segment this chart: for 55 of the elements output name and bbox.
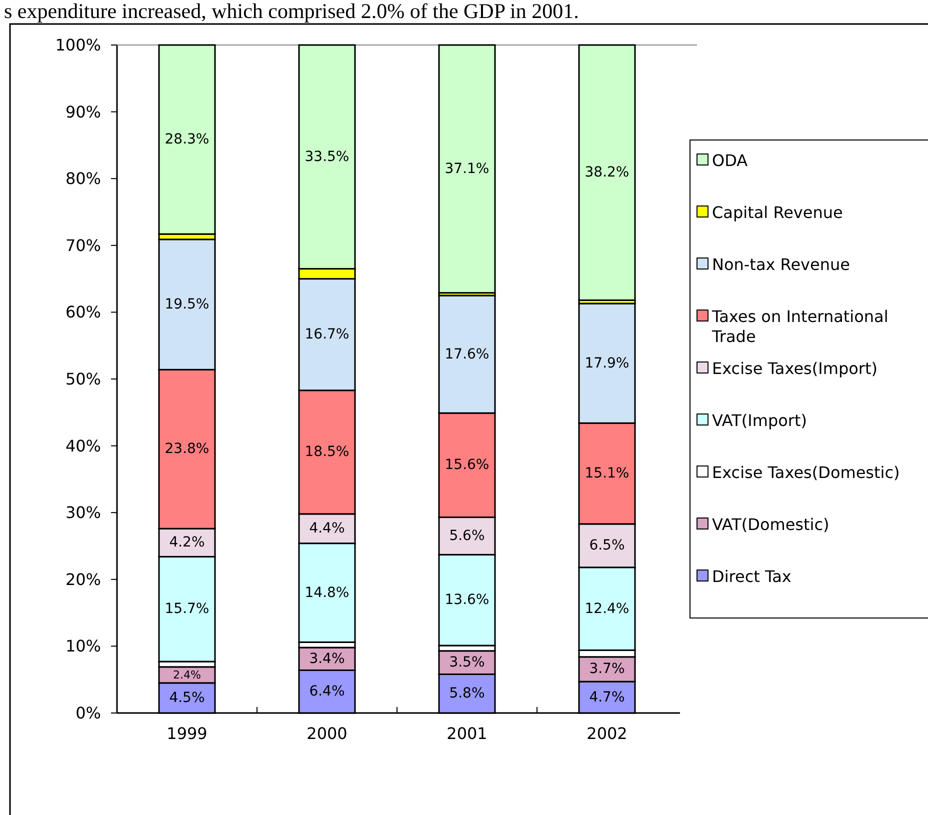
y-tick-label: 50%: [65, 370, 101, 388]
data-label: 2.4%: [173, 668, 201, 682]
data-label: 12.4%: [584, 600, 630, 617]
data-label: 19.5%: [164, 296, 210, 313]
data-label: 3.7%: [589, 661, 625, 678]
data-label: 33.5%: [304, 148, 350, 165]
data-label: 6.5%: [589, 538, 625, 554]
data-label: 4.7%: [589, 689, 625, 706]
legend-label: VAT(Import): [712, 410, 807, 430]
text: s expenditure increased, which comprised 2.0% of the GDP in 2001.: [4, 0, 579, 23]
y-tick-label: 60%: [65, 302, 101, 322]
data-label: 14.8%: [304, 584, 350, 601]
data-label: 6.4%: [309, 684, 345, 700]
legend-label: Excise Taxes(Import): [712, 358, 878, 378]
data-label: 15.1%: [584, 466, 630, 482]
data-label: 5.8%: [449, 686, 485, 702]
x-tick-label: 2000: [306, 724, 348, 743]
data-label: 15.6%: [444, 457, 490, 474]
x-tick-label: 2001: [446, 724, 488, 743]
data-label: 4.4%: [309, 520, 345, 537]
y-tick-label: 10%: [65, 636, 101, 656]
data-label: 13.6%: [444, 592, 490, 608]
legend-label: Excise Taxes(Domestic): [712, 462, 900, 482]
data-label: 18.5%: [304, 444, 350, 460]
y-tick-label: 80%: [65, 169, 101, 188]
data-label: 23.8%: [164, 441, 210, 458]
data-label: 28.3%: [164, 132, 210, 148]
x-tick-label: 1999: [166, 724, 208, 743]
y-tick-label: 30%: [65, 503, 101, 522]
y-tick-label: 70%: [65, 236, 101, 255]
data-label: 38.2%: [584, 164, 630, 181]
y-tick-label: 20%: [65, 570, 101, 589]
data-label: 3.4%: [309, 650, 345, 667]
legend-label: ODA: [712, 150, 748, 170]
data-label: 17.6%: [444, 346, 490, 362]
legend-label: Capital Revenue: [712, 202, 843, 222]
data-label: 4.2%: [169, 534, 205, 551]
y-tick-label: 100%: [55, 36, 101, 54]
legend-label: Taxes on International Trade: [711, 306, 888, 346]
legend-label: Non-tax Revenue: [712, 254, 850, 274]
legend-label: Direct Tax: [712, 566, 792, 586]
data-label: 15.7%: [164, 601, 210, 618]
bar: [438, 44, 496, 294]
data-label: 4.5%: [169, 690, 205, 706]
legend-label: VAT(Domestic): [712, 514, 830, 534]
y-tick-label: 90%: [65, 102, 101, 122]
y-tick-label: 0%: [76, 704, 101, 722]
data-label: 17.9%: [584, 355, 630, 372]
bar: [578, 44, 636, 301]
y-tick-label: 40%: [65, 436, 101, 456]
x-tick-label: 2002: [586, 724, 628, 743]
data-label: 16.7%: [304, 326, 350, 343]
data-label: 3.5%: [449, 654, 485, 671]
data-label: 5.6%: [449, 528, 485, 544]
data-label: 37.1%: [444, 160, 490, 177]
